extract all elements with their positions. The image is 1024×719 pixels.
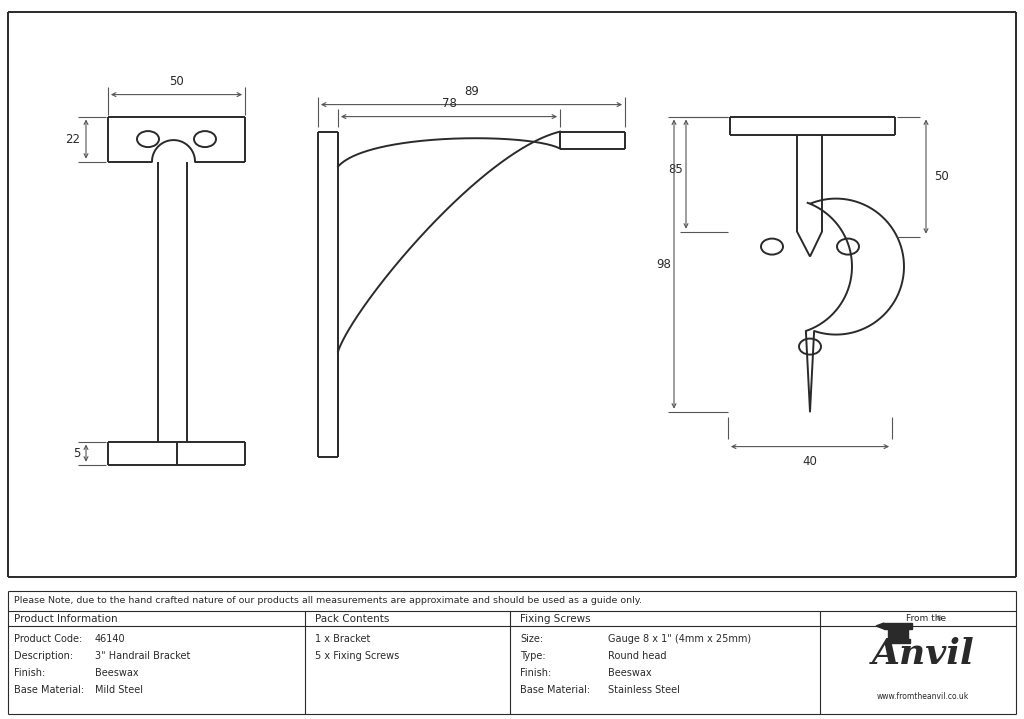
Text: Stainless Steel: Stainless Steel: [608, 685, 680, 695]
Text: 22: 22: [65, 132, 80, 145]
Text: Base Material:: Base Material:: [520, 685, 590, 695]
Text: Round head: Round head: [608, 651, 667, 661]
Polygon shape: [884, 623, 912, 629]
Text: Anvil: Anvil: [871, 637, 975, 671]
Text: Type:: Type:: [520, 651, 546, 661]
Text: 89: 89: [464, 85, 479, 98]
Text: Product Code:: Product Code:: [14, 634, 82, 644]
Text: 98: 98: [656, 257, 671, 270]
Text: 50: 50: [934, 170, 949, 183]
Text: ®: ®: [936, 616, 943, 622]
Text: 85: 85: [669, 162, 683, 175]
Text: Description:: Description:: [14, 651, 73, 661]
Text: From the: From the: [906, 615, 946, 623]
Text: Mild Steel: Mild Steel: [95, 685, 143, 695]
Text: 50: 50: [169, 75, 184, 88]
Text: 78: 78: [441, 96, 457, 109]
Text: Beeswax: Beeswax: [95, 668, 138, 678]
Text: www.fromtheanvil.co.uk: www.fromtheanvil.co.uk: [877, 692, 969, 702]
Text: Gauge 8 x 1" (4mm x 25mm): Gauge 8 x 1" (4mm x 25mm): [608, 634, 752, 644]
Text: Product Information: Product Information: [14, 614, 118, 624]
Text: 40: 40: [803, 454, 817, 467]
Text: Fixing Screws: Fixing Screws: [520, 614, 591, 624]
Text: Base Material:: Base Material:: [14, 685, 84, 695]
Text: 5 x Fixing Screws: 5 x Fixing Screws: [315, 651, 399, 661]
Text: Pack Contents: Pack Contents: [315, 614, 389, 624]
Text: 46140: 46140: [95, 634, 126, 644]
Text: Beeswax: Beeswax: [608, 668, 651, 678]
Text: Finish:: Finish:: [14, 668, 45, 678]
Text: Size:: Size:: [520, 634, 543, 644]
Polygon shape: [888, 629, 908, 639]
Text: 5: 5: [73, 446, 80, 459]
Text: 3" Handrail Bracket: 3" Handrail Bracket: [95, 651, 190, 661]
Text: Finish:: Finish:: [520, 668, 551, 678]
Polygon shape: [886, 639, 910, 643]
Text: 1 x Bracket: 1 x Bracket: [315, 634, 371, 644]
Polygon shape: [876, 623, 884, 629]
Text: Please Note, due to the hand crafted nature of our products all measurements are: Please Note, due to the hand crafted nat…: [14, 597, 642, 605]
